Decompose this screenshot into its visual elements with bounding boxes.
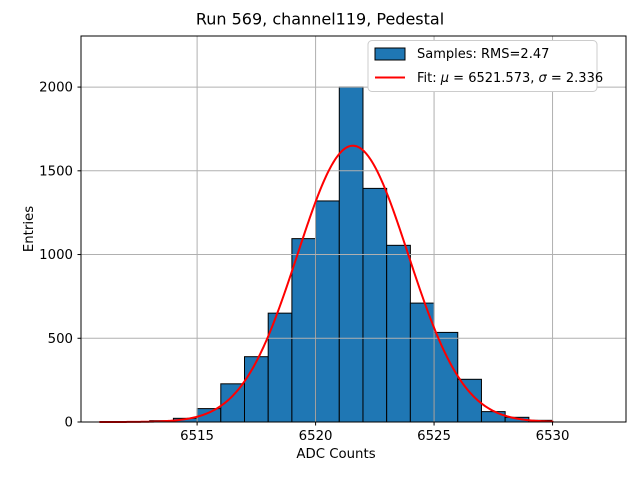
histogram-bar	[386, 244, 411, 423]
tick-marks-and-labels-layer: 6515 6520 6525 6530 0 500 1000 1500 2000	[39, 81, 569, 444]
axes-frame	[80, 35, 627, 423]
gaussian-fit-curve	[98, 144, 554, 423]
histogram-legend-swatch	[374, 47, 406, 61]
histogram-bar	[480, 411, 506, 423]
y-tick-label: 1000	[39, 248, 73, 263]
legend-box: Samples: RMS=2.47 Fit: μ = 6521.573, σ =…	[367, 40, 603, 92]
y-axis-label: Entries	[22, 206, 37, 252]
legend-samples-label: Samples: RMS=2.47	[417, 47, 549, 62]
x-tick-label: 6520	[299, 429, 333, 444]
histogram-bar	[291, 238, 317, 423]
histogram-bar	[362, 187, 388, 423]
histogram-bar	[315, 200, 340, 423]
chart-title: Run 569, channel119, Pedestal	[196, 10, 444, 29]
y-tick-label: 500	[48, 332, 73, 347]
y-tick-label: 0	[65, 416, 73, 431]
x-tick-label: 6530	[536, 429, 570, 444]
x-tick-label: 6515	[180, 429, 214, 444]
legend-frame	[367, 40, 598, 92]
legend-fit-label: Fit: μ = 6521.573, σ = 2.336	[417, 71, 603, 86]
x-tick-label: 6525	[417, 429, 451, 444]
grid-layer	[81, 36, 626, 423]
x-axis-label: ADC Counts	[296, 447, 375, 462]
gaussian-fit-layer	[98, 144, 554, 423]
y-tick-label: 1500	[39, 164, 73, 179]
histogram-bar	[244, 356, 269, 423]
y-tick-label: 2000	[39, 81, 73, 96]
axes-frame-layer	[80, 35, 627, 423]
histogram-bar	[433, 331, 459, 423]
